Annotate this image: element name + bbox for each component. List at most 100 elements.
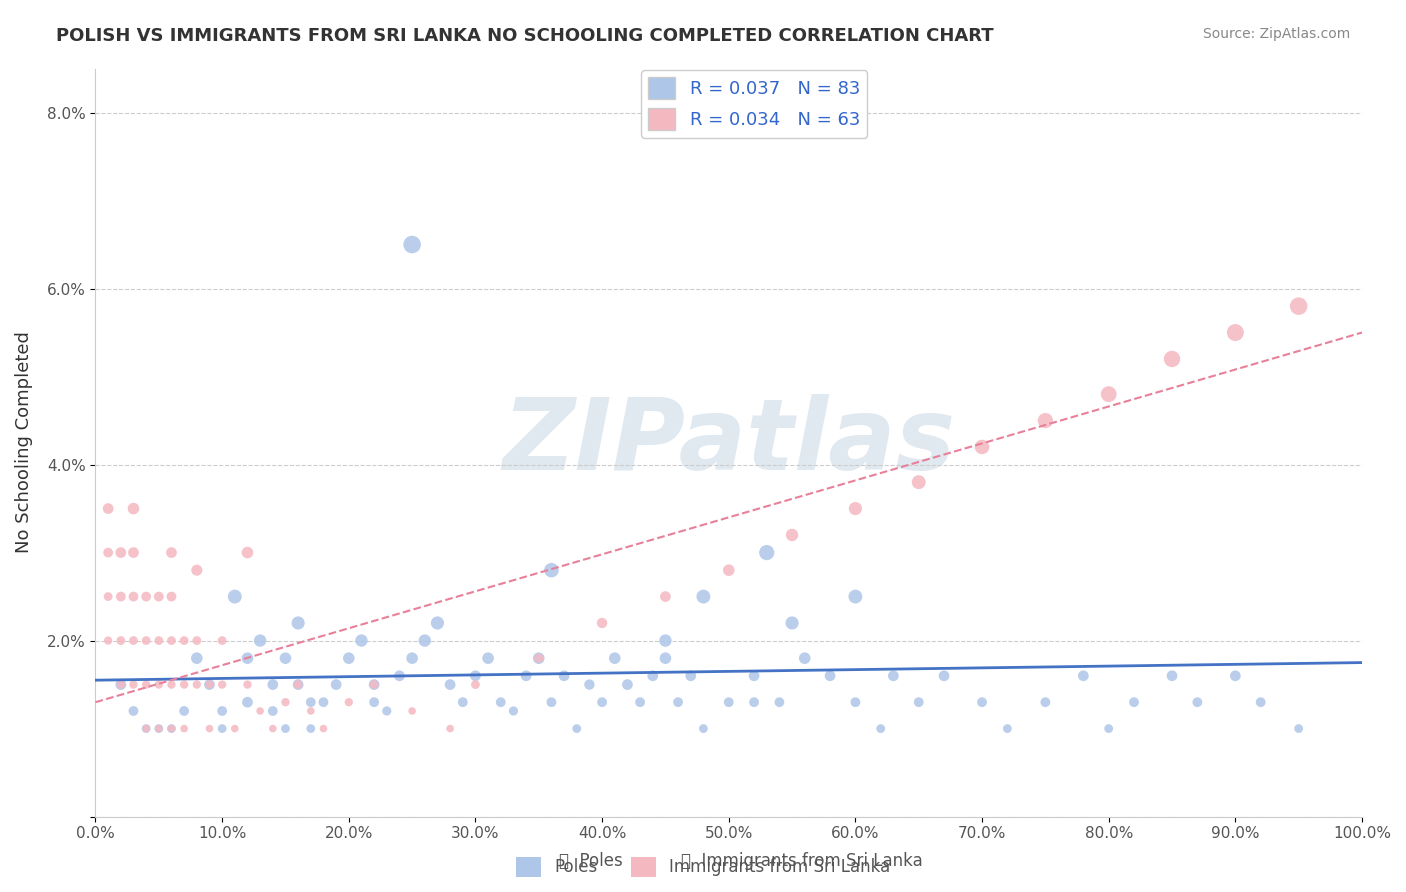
Point xyxy=(464,669,486,683)
Point xyxy=(780,615,803,630)
Point xyxy=(413,633,436,648)
Point xyxy=(995,722,1018,736)
Point xyxy=(122,501,145,516)
Point xyxy=(312,722,335,736)
Point xyxy=(578,677,600,691)
Point xyxy=(1098,387,1121,401)
Point xyxy=(97,590,120,604)
Point xyxy=(173,633,195,648)
Point xyxy=(515,669,537,683)
Point xyxy=(262,677,284,691)
Point xyxy=(350,633,373,648)
Point xyxy=(287,615,309,630)
Point xyxy=(211,633,233,648)
Point xyxy=(451,695,474,709)
Point xyxy=(186,633,208,648)
Point xyxy=(932,669,955,683)
Point xyxy=(654,633,676,648)
Y-axis label: No Schooling Completed: No Schooling Completed xyxy=(15,332,32,554)
Point xyxy=(363,677,385,691)
Point xyxy=(818,669,841,683)
Point xyxy=(464,677,486,691)
Point xyxy=(160,722,183,736)
Point xyxy=(287,677,309,691)
Point xyxy=(135,677,157,691)
Point xyxy=(274,722,297,736)
Point xyxy=(211,677,233,691)
Text: ZIPatlas: ZIPatlas xyxy=(502,394,955,491)
Point xyxy=(135,590,157,604)
Point xyxy=(970,440,993,454)
Point xyxy=(502,704,524,718)
Point xyxy=(122,677,145,691)
Point xyxy=(198,677,221,691)
Point xyxy=(1288,722,1310,736)
Point xyxy=(249,704,271,718)
Point xyxy=(236,695,259,709)
Point xyxy=(148,633,170,648)
Point xyxy=(692,722,714,736)
Point xyxy=(122,590,145,604)
Point xyxy=(540,563,562,577)
Point xyxy=(148,590,170,604)
Point xyxy=(591,695,613,709)
Point xyxy=(641,669,664,683)
Point xyxy=(262,722,284,736)
Point xyxy=(186,677,208,691)
Point xyxy=(616,677,638,691)
Point xyxy=(439,722,461,736)
Text: POLISH VS IMMIGRANTS FROM SRI LANKA NO SCHOOLING COMPLETED CORRELATION CHART: POLISH VS IMMIGRANTS FROM SRI LANKA NO S… xyxy=(56,27,994,45)
Point xyxy=(654,590,676,604)
Point xyxy=(1098,722,1121,736)
Point xyxy=(1035,695,1057,709)
Point xyxy=(110,545,132,559)
Point xyxy=(793,651,815,665)
Point xyxy=(122,704,145,718)
Text: ⬛  Poles: ⬛ Poles xyxy=(558,852,623,870)
Point xyxy=(173,677,195,691)
Text: Source: ZipAtlas.com: Source: ZipAtlas.com xyxy=(1202,27,1350,41)
Point xyxy=(110,590,132,604)
Point xyxy=(755,545,778,559)
Point xyxy=(401,704,423,718)
Point xyxy=(1288,299,1310,313)
Point xyxy=(110,677,132,691)
Point xyxy=(236,545,259,559)
Point xyxy=(135,722,157,736)
Point xyxy=(287,677,309,691)
Point xyxy=(742,669,765,683)
Point xyxy=(135,722,157,736)
Legend: Poles, Immigrants from Sri Lanka: Poles, Immigrants from Sri Lanka xyxy=(509,850,897,884)
Point xyxy=(970,695,993,709)
Point xyxy=(844,501,866,516)
Point xyxy=(122,633,145,648)
Point xyxy=(603,651,626,665)
Point xyxy=(565,722,588,736)
Point xyxy=(780,528,803,542)
Point xyxy=(110,633,132,648)
Point xyxy=(527,651,550,665)
Point xyxy=(1073,669,1095,683)
Point xyxy=(173,704,195,718)
Point xyxy=(186,651,208,665)
Point xyxy=(628,695,651,709)
Point xyxy=(426,615,449,630)
Point xyxy=(249,633,271,648)
Point xyxy=(97,633,120,648)
Point xyxy=(148,722,170,736)
Point xyxy=(692,590,714,604)
Point xyxy=(160,722,183,736)
Point xyxy=(236,651,259,665)
Point xyxy=(375,704,398,718)
Point xyxy=(135,633,157,648)
Point xyxy=(540,695,562,709)
Point xyxy=(337,651,360,665)
Point xyxy=(869,722,891,736)
Point xyxy=(882,669,904,683)
Point xyxy=(236,677,259,691)
Point xyxy=(654,651,676,665)
Point xyxy=(274,695,297,709)
Point xyxy=(299,722,322,736)
Point xyxy=(1123,695,1146,709)
Point xyxy=(844,590,866,604)
